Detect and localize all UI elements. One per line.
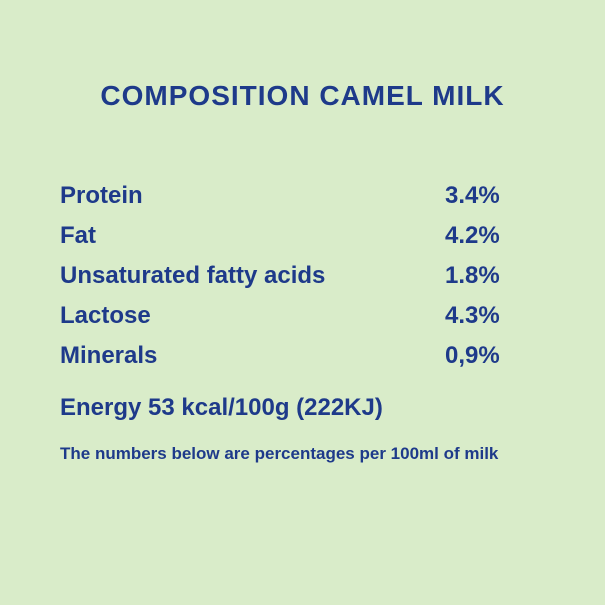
- table-row: Unsaturated fatty acids 1.8%: [60, 262, 545, 290]
- page-title: COMPOSITION CAMEL MILK: [60, 80, 545, 112]
- row-label: Unsaturated fatty acids: [60, 262, 445, 290]
- table-row: Protein 3.4%: [60, 182, 545, 210]
- row-value: 4.2%: [445, 222, 545, 250]
- table-row: Lactose 4.3%: [60, 302, 545, 330]
- row-value: 0,9%: [445, 342, 545, 370]
- row-value: 3.4%: [445, 182, 545, 210]
- row-label: Fat: [60, 222, 445, 250]
- table-row: Minerals 0,9%: [60, 342, 545, 370]
- footnote: The numbers below are percentages per 10…: [60, 444, 545, 464]
- energy-line: Energy 53 kcal/100g (222KJ): [60, 394, 545, 422]
- table-row: Fat 4.2%: [60, 222, 545, 250]
- row-value: 4.3%: [445, 302, 545, 330]
- row-label: Minerals: [60, 342, 445, 370]
- row-label: Lactose: [60, 302, 445, 330]
- row-value: 1.8%: [445, 262, 545, 290]
- composition-table: Protein 3.4% Fat 4.2% Unsaturated fatty …: [60, 182, 545, 464]
- row-label: Protein: [60, 182, 445, 210]
